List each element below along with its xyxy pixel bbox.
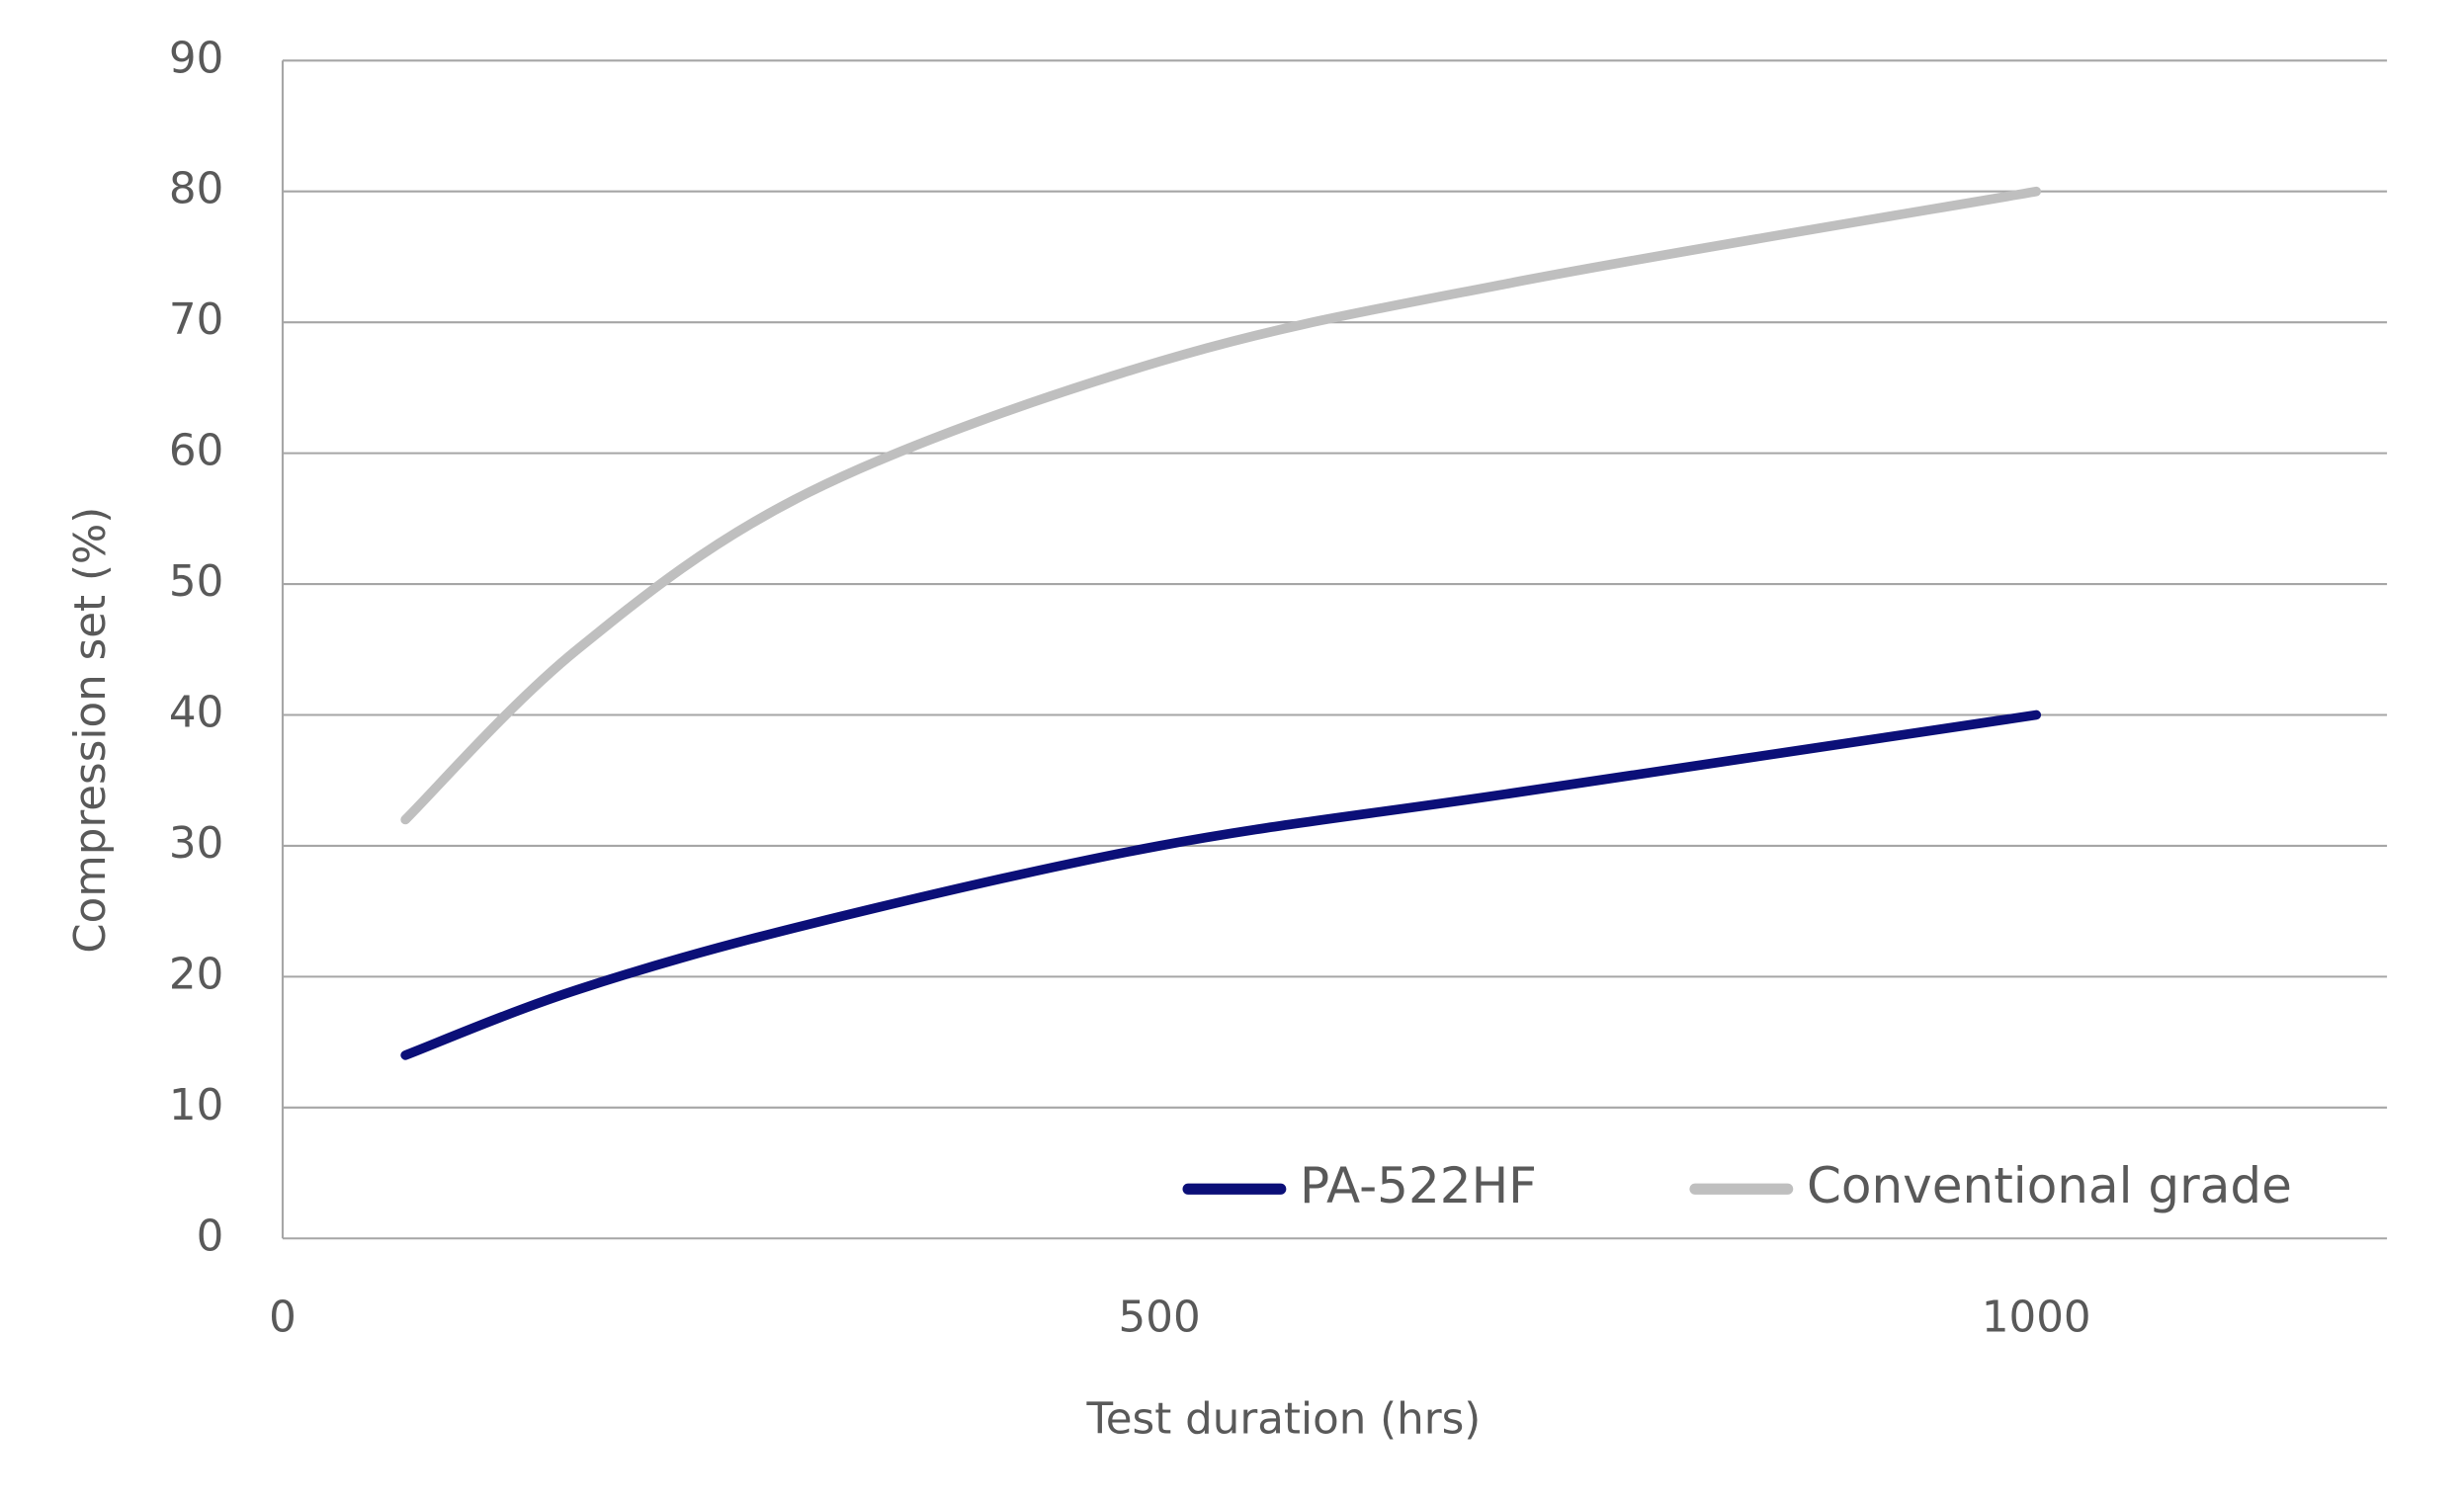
x-axis-title: Test duration (hrs) <box>1086 1395 1482 1445</box>
x-tick-label: 0 <box>269 1294 297 1343</box>
y-tick-label: 80 <box>169 165 223 214</box>
y-tick-label: 40 <box>169 688 223 737</box>
legend-label: Conventional grade <box>1807 1157 2292 1214</box>
y-tick-label: 50 <box>169 557 223 607</box>
y-tick-label: 10 <box>169 1081 223 1130</box>
series-line <box>400 710 2042 1060</box>
x-tick-label: 1000 <box>1982 1294 2091 1343</box>
y-tick-label: 30 <box>169 819 223 869</box>
legend-label: PA-522HF <box>1300 1157 1537 1214</box>
y-tick-label: 70 <box>169 295 223 345</box>
y-tick-label: 0 <box>197 1211 224 1261</box>
y-tick-label: 90 <box>169 34 223 83</box>
y-tick-label: 20 <box>169 950 223 999</box>
series-line <box>400 186 2042 825</box>
y-tick-label: 60 <box>169 427 223 476</box>
x-tick-label: 500 <box>1119 1294 1201 1343</box>
y-axis-title: Compression set (%) <box>66 507 116 954</box>
